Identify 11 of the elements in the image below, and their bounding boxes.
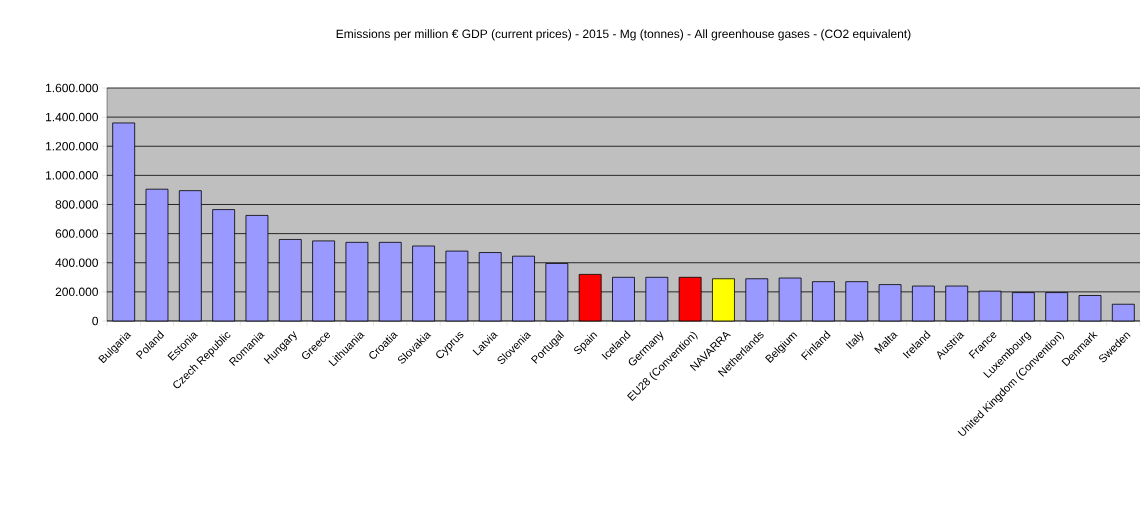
y-tick-label: 800.000 [55,200,99,209]
y-tick-label: 1.400.000 [46,112,99,122]
y-tick-label: 1.200.000 [46,142,99,151]
y-tick-label: 0 [92,316,99,326]
chart-title: Emissions per million € GDP (current prices) - 2015 - Mg (tonnes) - All greenhouse gases - (CO2 equivalent) [336,29,911,41]
y-tick-label: 1.600.000 [46,83,99,93]
y-tick-label: 400.000 [55,258,99,267]
x-tick-label: Italy [845,331,864,349]
y-tick-label: 200.000 [55,287,99,297]
y-tick-label: 1.000.000 [46,171,99,180]
y-tick-label: 600.000 [55,229,99,238]
